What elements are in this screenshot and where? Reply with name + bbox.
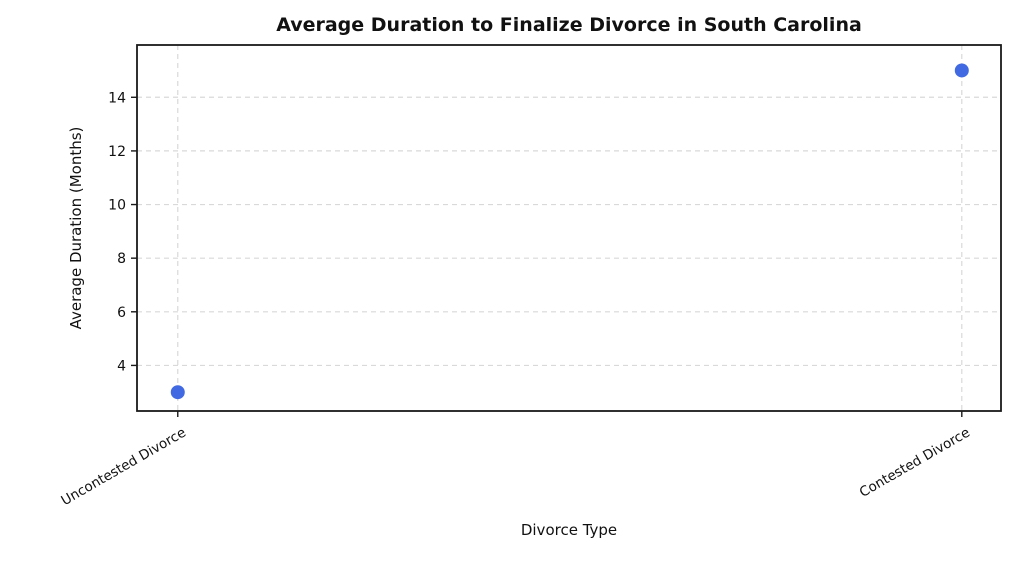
data-point-1: [954, 63, 969, 78]
y-tick-label: 12: [108, 144, 126, 160]
y-tick-label: 8: [117, 251, 126, 267]
x-tick-label: Uncontested Divorce: [59, 425, 189, 509]
data-point-0: [170, 385, 185, 400]
y-tick-label: 6: [117, 305, 126, 321]
chart-title: Average Duration to Finalize Divorce in …: [276, 14, 862, 36]
y-tick-label: 10: [108, 198, 126, 214]
y-tick-label: 4: [117, 358, 126, 374]
x-tick-label: Contested Divorce: [857, 425, 973, 501]
x-axis-label: Divorce Type: [520, 521, 618, 539]
y-tick-label: 14: [108, 90, 126, 106]
plot-frame: [136, 44, 1002, 412]
